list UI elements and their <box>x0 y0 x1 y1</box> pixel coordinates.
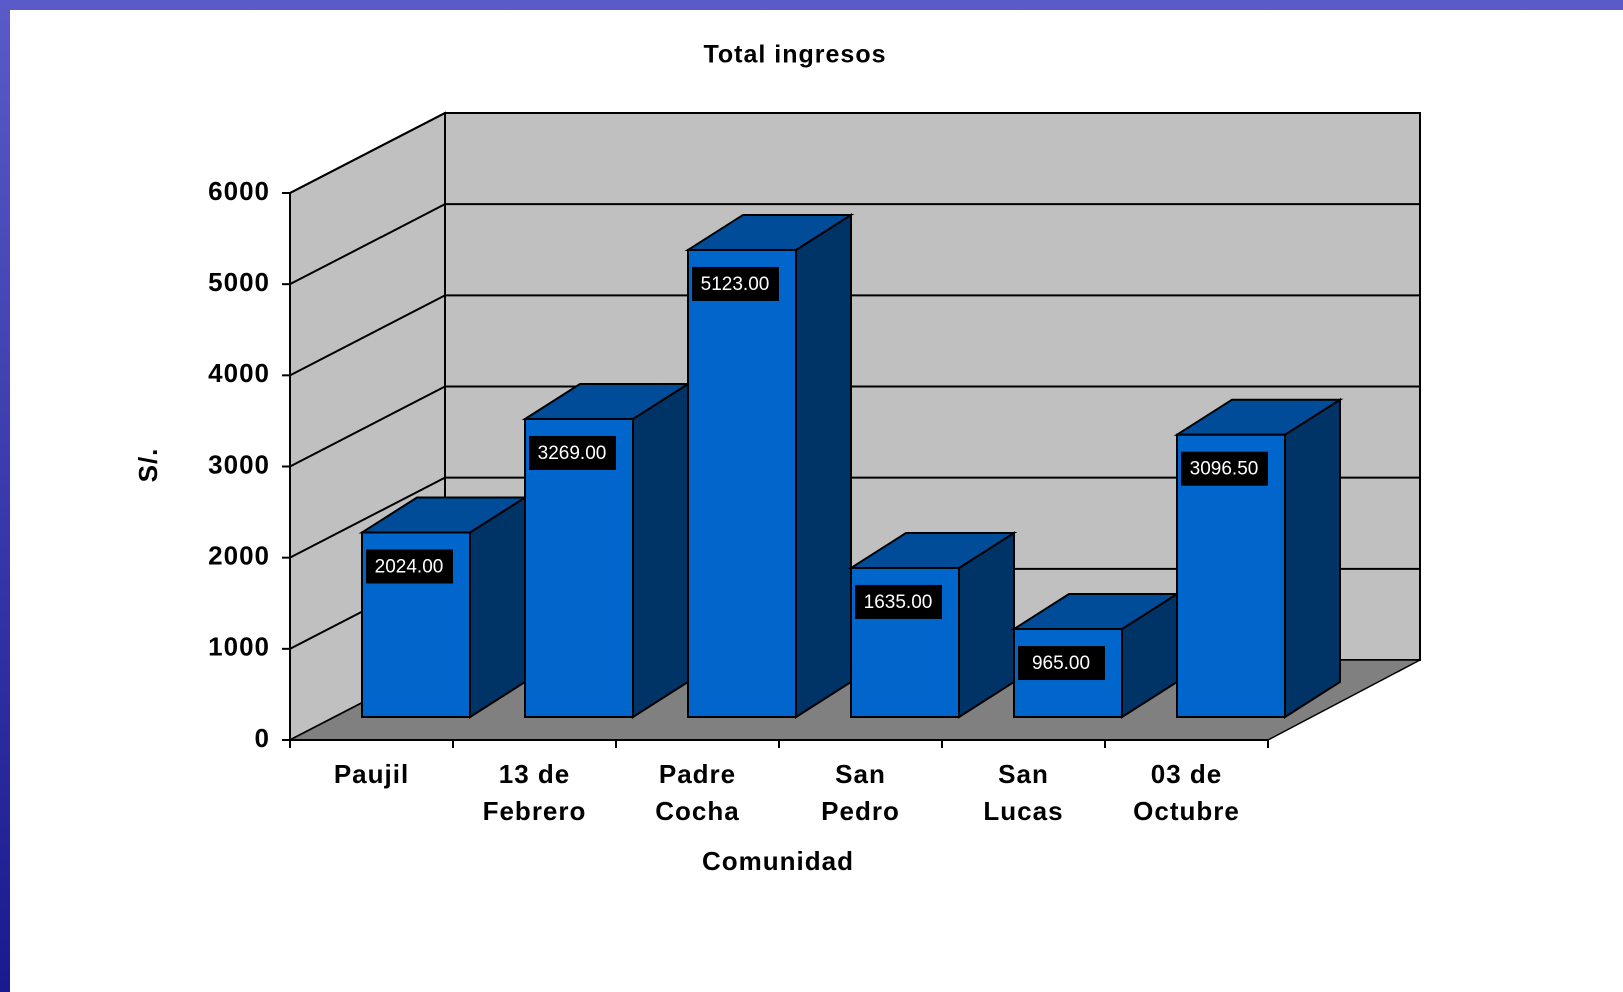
y-tick-label: 6000 <box>208 176 270 206</box>
value-label-box <box>692 266 779 301</box>
y-tick-label: 1000 <box>208 632 270 662</box>
bar <box>687 248 797 719</box>
value-label: 1635.00 <box>864 592 933 613</box>
grid-line <box>289 385 1420 468</box>
y-tick-label: 2000 <box>208 541 270 571</box>
y-tick-label: 0 <box>255 723 270 753</box>
grid-line <box>289 203 1420 286</box>
value-label: 965.00 <box>1032 653 1090 674</box>
grid-line <box>289 112 1420 194</box>
x-axis-label: Comunidad <box>702 846 854 876</box>
value-label: 5123.00 <box>701 274 770 295</box>
value-label: 3269.00 <box>538 443 607 464</box>
bar-side <box>795 213 852 719</box>
x-tick-label: 03 de Octubre <box>1133 759 1240 826</box>
x-tick-label: Padre Cocha <box>655 759 739 826</box>
grid-line <box>289 294 1420 377</box>
x-tick-label: Paujil <box>334 759 409 789</box>
value-label-box <box>1181 451 1268 486</box>
y-tick-label: 4000 <box>208 358 270 388</box>
value-label-box <box>855 584 942 619</box>
y-tick-label: 3000 <box>208 449 270 479</box>
grid-line <box>289 476 1420 559</box>
y-tick-label: 5000 <box>208 267 270 297</box>
x-tick-label: San Pedro <box>821 759 900 826</box>
x-tick-label: 13 de Febrero <box>483 759 587 826</box>
x-tick-label: San Lucas <box>983 759 1063 826</box>
value-label-box <box>529 435 616 470</box>
chart-title: Total ingresos <box>703 41 886 69</box>
bar-side <box>469 495 526 719</box>
value-label-box <box>1018 646 1105 681</box>
value-label: 2024.00 <box>375 556 444 577</box>
y-axis-label: S/. <box>133 448 163 483</box>
value-label-box <box>366 549 453 584</box>
bar-side <box>632 382 689 719</box>
bar-side <box>1284 397 1341 719</box>
value-label: 3096.50 <box>1190 459 1259 480</box>
